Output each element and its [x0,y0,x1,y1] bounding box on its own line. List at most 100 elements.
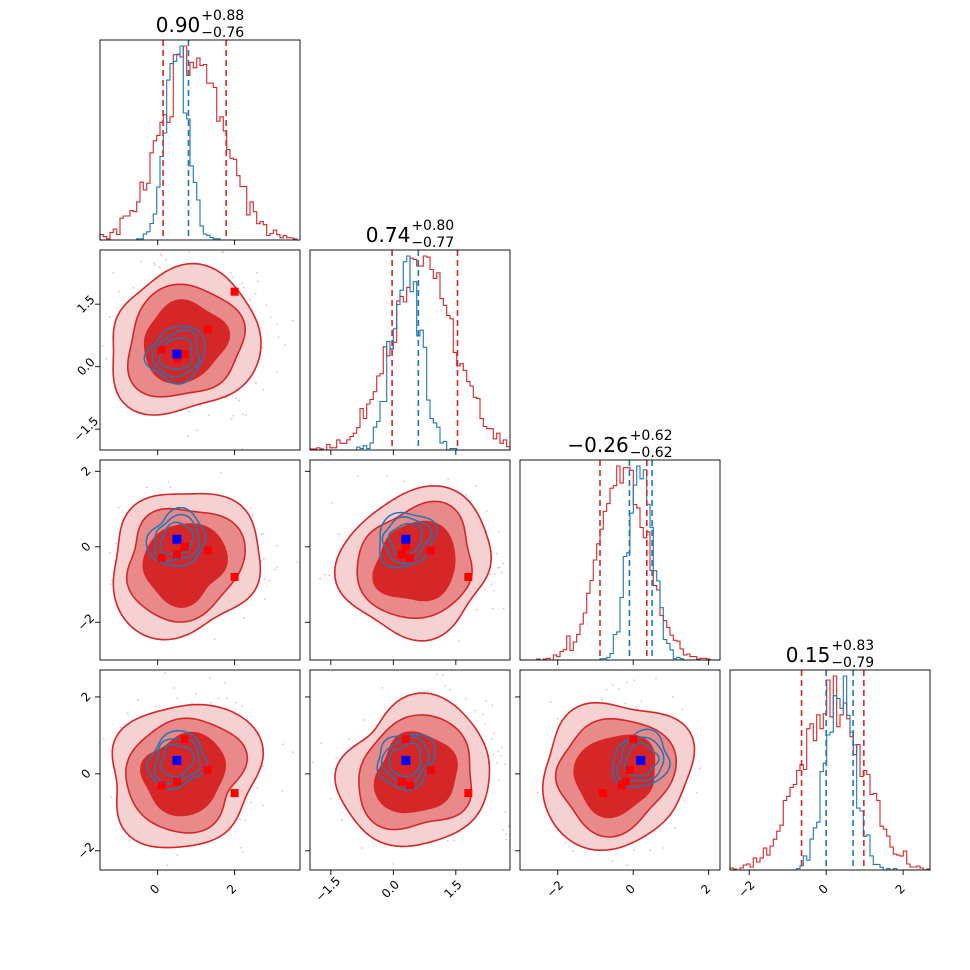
sample-point [242,413,244,416]
panel-frame [309,669,511,871]
sample-point [555,507,557,509]
sample-point [109,583,112,586]
sample-point [550,701,552,704]
sample-point [328,574,331,577]
red-marker [625,766,634,774]
sample-point [635,705,637,708]
red-marker [406,781,414,790]
red-marker [157,554,166,563]
title-upper-error: +0.80 [411,218,454,234]
sample-point [188,250,191,253]
sample-point [633,849,635,852]
sample-point [695,791,698,794]
sample-point [210,701,212,704]
sample-point [500,754,503,757]
panel-frame [99,249,301,451]
y-tick-label: 0.0 [74,355,97,378]
sample-point [461,666,463,668]
sample-point [98,299,100,301]
title-lower-error: −0.77 [411,235,454,251]
sample-point [244,819,247,822]
sample-point [498,566,501,569]
y-tick-label: 2 [78,464,93,479]
sample-point [109,552,112,554]
histogram-title: 0.90 [156,13,201,37]
sample-point [362,648,364,650]
blue-contour [145,506,207,567]
red-histogram [729,675,931,871]
sample-point [256,280,259,283]
blue-contour [153,513,200,562]
sample-point [335,757,338,759]
blue-contour [381,516,433,565]
sample-point [674,827,677,830]
sample-point [296,561,299,564]
sample-point [260,533,263,536]
sample-point [227,668,229,670]
x-tick-label: 0 [816,882,831,897]
sample-point [112,271,115,274]
sample-point [102,738,105,740]
sample-point [213,638,216,641]
sample-point [496,566,499,569]
red-marker [621,777,630,786]
red-marker [157,346,166,354]
sample-point [115,542,118,545]
sample-point [402,480,405,483]
sample-point [263,578,266,581]
sample-point [242,286,245,289]
sample-point [153,262,156,265]
sample-point [245,414,248,416]
blue-contour [143,325,206,385]
sample-point [340,819,343,822]
sample-point [222,890,224,892]
sample-point [505,833,508,835]
sample-point [222,250,225,253]
sample-point [324,573,327,576]
title-lower-error: −0.76 [201,25,244,41]
red-marker [157,781,166,790]
sample-point [490,583,493,586]
sample-point [195,693,198,695]
sample-point [357,475,359,478]
sample-point [176,854,179,856]
sample-point [118,290,120,293]
axis-ticks [330,450,457,455]
sample-point [291,319,294,322]
sample-point [159,253,162,255]
sample-point [262,389,265,391]
sample-point [513,555,515,557]
sample-point [516,543,518,545]
panel-frame [99,39,301,241]
blue-histogram [310,255,510,451]
red-marker [203,546,212,555]
sample-point [166,666,168,668]
sample-point [626,864,629,867]
red-marker [180,350,189,359]
red-marker [599,789,608,798]
sample-point [513,568,515,570]
sample-point [500,746,503,749]
sample-point [108,316,111,318]
panel-frame [99,669,301,871]
sample-point [275,371,278,373]
sample-point [225,396,228,399]
axis-ticks [305,470,457,665]
blue-histogram [520,465,720,661]
red-marker [397,777,406,786]
red-contour-level-3 [143,299,231,384]
blue-marker [172,349,182,359]
sample-point [132,649,134,651]
sample-point [493,590,495,592]
sample-point [363,719,366,721]
sample-point [624,702,627,705]
sample-point [277,336,280,339]
sample-point [268,579,271,582]
sample-point [513,528,515,530]
sample-point [525,755,527,757]
sample-point [261,346,264,349]
x-tick-label: −2 [544,878,566,900]
sample-point [145,486,148,489]
blue-marker [401,534,411,544]
red-marker [426,766,435,774]
